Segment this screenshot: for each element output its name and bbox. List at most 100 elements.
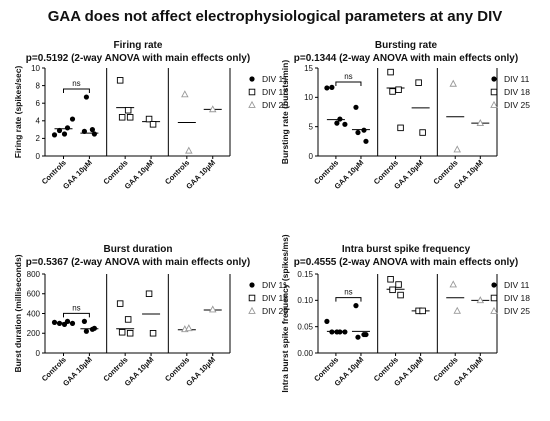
data-point: [353, 104, 359, 110]
legend-marker: [248, 294, 256, 302]
data-point: [116, 300, 124, 307]
significance-bracket: [63, 88, 90, 94]
data-point: [61, 131, 68, 137]
legend-label: DIV 25: [262, 100, 288, 110]
data-point: [118, 114, 126, 121]
data-point: [69, 116, 76, 122]
data-point: [83, 328, 89, 334]
data-point: [449, 79, 457, 87]
data-point: [395, 86, 402, 93]
y-tick-label: 0.05: [297, 322, 313, 331]
y-tick-label: 0.15: [297, 270, 313, 279]
data-point: [208, 305, 217, 313]
data-point: [124, 106, 132, 114]
chart-title: Firing rate: [114, 40, 163, 51]
y-axis-label: Firing rate (spikes/sec): [13, 66, 23, 159]
legend-label: DIV 25: [504, 306, 530, 316]
data-point: [51, 319, 58, 325]
legend-label: DIV 18: [262, 87, 288, 97]
data-point: [124, 316, 132, 323]
data-point: [91, 131, 97, 137]
significance-label: ns: [344, 72, 352, 81]
data-point: [145, 115, 153, 123]
significance-bracket: [335, 81, 362, 86]
chart-panel: Bursting rate p=0.1344 (2-way ANOVA with …: [280, 40, 530, 191]
chart-subtitle: p=0.5192 (2-way ANOVA with main effects …: [26, 53, 250, 64]
chart-title: Burst duration: [104, 244, 173, 255]
legend-label: DIV 18: [504, 293, 530, 303]
data-point: [329, 84, 335, 90]
data-point: [389, 88, 396, 95]
chart-panel: Firing rate p=0.5192 (2-way ANOVA with ma…: [13, 40, 288, 191]
significance-label: ns: [344, 288, 352, 297]
data-point: [208, 105, 217, 113]
significance-label: ns: [72, 79, 80, 88]
data-point: [89, 127, 95, 133]
legend-label: DIV 11: [504, 74, 530, 84]
data-point: [415, 79, 422, 86]
legend-marker: [248, 88, 256, 96]
data-point: [81, 318, 87, 324]
data-point: [91, 325, 97, 331]
legend-marker: [491, 76, 497, 82]
data-point: [56, 320, 63, 326]
data-point: [185, 146, 193, 154]
chart-subtitle: p=0.5367 (2-way ANOVA with main effects …: [26, 257, 250, 268]
y-axis-label: Burst duration (milliseconds): [13, 254, 23, 372]
data-point: [118, 329, 126, 336]
chart-subtitle: p=0.4555 (2-way ANOVA with main effects …: [294, 257, 518, 268]
data-point: [324, 318, 330, 324]
data-point: [397, 291, 404, 299]
y-tick-label: 0: [36, 152, 41, 161]
y-tick-label: 6: [36, 99, 41, 108]
legend-label: DIV 18: [504, 87, 530, 97]
legend-marker: [490, 294, 498, 302]
data-point: [126, 114, 134, 121]
data-point: [342, 329, 348, 335]
legend-marker: [248, 100, 256, 108]
data-point: [56, 127, 63, 134]
data-point: [181, 90, 189, 98]
y-tick-label: 0.10: [297, 296, 313, 305]
data-point: [453, 145, 461, 153]
data-point: [334, 120, 340, 126]
data-point: [395, 281, 402, 288]
legend-label: DIV 18: [262, 293, 288, 303]
data-point: [476, 118, 485, 126]
data-point: [387, 276, 394, 283]
y-tick-label: 10: [31, 64, 40, 73]
data-point: [185, 324, 193, 332]
legend-marker: [491, 282, 497, 288]
significance-bracket: [63, 312, 90, 318]
legend-marker: [249, 282, 255, 288]
data-point: [387, 68, 394, 76]
data-point: [453, 306, 461, 314]
y-tick-label: 2: [36, 134, 41, 143]
data-point: [51, 132, 58, 138]
y-tick-label: 800: [27, 270, 41, 279]
data-point: [389, 286, 396, 294]
figure-title: GAA does not affect electrophysiological…: [47, 8, 503, 25]
chart-panel: Intra burst spike frequency p=0.4555 (2-w…: [280, 234, 530, 392]
legend-marker: [490, 306, 498, 314]
data-point: [342, 121, 348, 127]
data-point: [69, 320, 76, 326]
y-tick-label: 10: [304, 93, 313, 102]
data-point: [81, 128, 87, 134]
legend-marker: [490, 88, 498, 96]
y-tick-label: 200: [27, 329, 41, 338]
chart-title: Bursting rate: [375, 40, 438, 51]
data-point: [355, 334, 361, 340]
y-tick-label: 0.00: [297, 349, 313, 358]
y-tick-label: 0: [309, 152, 314, 161]
legend-label: DIV 11: [262, 280, 288, 290]
data-point: [329, 329, 335, 335]
chart-panel: Burst duration p=0.5367 (2-way ANOVA with…: [13, 244, 288, 388]
data-point: [397, 124, 404, 132]
data-point: [64, 125, 71, 131]
data-point: [145, 290, 153, 298]
data-point: [353, 303, 359, 309]
significance-bracket: [335, 297, 362, 302]
chart-subtitle: p=0.1344 (2-way ANOVA with main effects …: [294, 53, 518, 64]
